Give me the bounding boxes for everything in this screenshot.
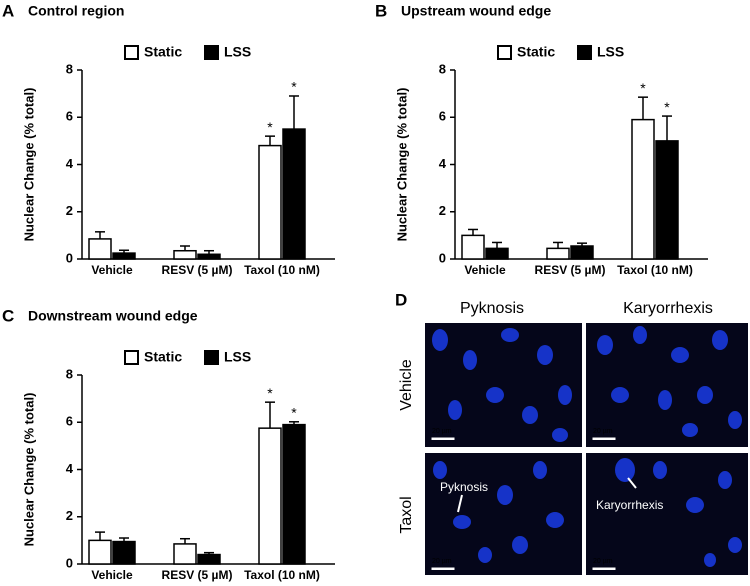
chart-title: Control region [28, 3, 124, 19]
y-tick-label: 2 [66, 203, 73, 218]
bar [88, 238, 112, 260]
chart-panel: B Upstream wound edge Nuclear Change (% to… [375, 1, 708, 277]
arrow [431, 437, 637, 570]
legend-swatch [124, 350, 139, 365]
row-header: Taxol [398, 496, 415, 533]
chart-title: Downstream wound edge [28, 308, 198, 324]
significance-marker: * [267, 119, 273, 135]
bar [282, 423, 306, 565]
x-tick-label: Vehicle [91, 263, 133, 277]
x-tick-label: Vehicle [91, 568, 133, 582]
y-tick-label: 0 [66, 555, 73, 570]
panel-label: B [375, 1, 387, 20]
x-tick-label: Taxol (10 nM) [244, 263, 320, 277]
legend-swatch [204, 350, 219, 365]
scale-bar-label: 20 µm [432, 428, 452, 435]
bar [112, 540, 136, 565]
y-tick-label: 8 [66, 61, 73, 76]
legend-label: LSS [224, 44, 251, 60]
significance-marker: * [664, 99, 670, 115]
significance-marker: * [291, 79, 297, 95]
panel-d: D Pyknosis Karyorrhexis Vehicle Taxol [395, 290, 748, 575]
legend-swatch [577, 45, 592, 60]
bar [88, 539, 112, 565]
bar [631, 118, 655, 260]
bar [258, 144, 282, 260]
y-tick-label: 4 [66, 461, 74, 476]
bar [485, 247, 509, 260]
y-tick-label: 2 [439, 203, 446, 218]
bar [461, 234, 485, 260]
bar [173, 249, 197, 260]
scale-bar-label: 20 µm [593, 428, 613, 435]
y-tick-label: 6 [66, 414, 73, 429]
legend-label: Static [144, 349, 182, 365]
micrograph [425, 323, 582, 447]
y-tick-label: 8 [439, 61, 446, 76]
bar [173, 543, 197, 565]
y-axis-label: Nuclear Change (% total) [394, 88, 409, 242]
y-tick-label: 4 [439, 156, 447, 171]
panel-label: D [395, 290, 407, 309]
y-tick-label: 6 [439, 109, 446, 124]
bar [570, 245, 594, 260]
x-tick-label: Taxol (10 nM) [244, 568, 320, 582]
chart-title: Upstream wound edge [401, 3, 551, 19]
legend-label: Static [517, 44, 555, 60]
x-tick-label: RESV (5 µM) [162, 263, 233, 277]
legend-label: Static [144, 44, 182, 60]
y-tick-label: 6 [66, 109, 73, 124]
bar [546, 247, 570, 260]
chart-panel: A Control region Nuclear Change (% total) 0… [2, 1, 335, 277]
bar [197, 553, 221, 565]
legend-label: LSS [224, 349, 251, 365]
x-tick-label: Vehicle [464, 263, 506, 277]
legend-label: LSS [597, 44, 624, 60]
column-header: Pyknosis [460, 300, 524, 317]
y-axis-label: Nuclear Change (% total) [21, 88, 36, 242]
micrograph [425, 453, 582, 575]
bar [655, 140, 679, 260]
legend-swatch [124, 45, 139, 60]
significance-marker: * [267, 385, 273, 401]
x-tick-label: RESV (5 µM) [535, 263, 606, 277]
column-header: Karyorrhexis [623, 300, 713, 317]
scale-bar-label: 20 µm [593, 558, 613, 565]
bar [197, 253, 221, 260]
micrograph [586, 323, 748, 447]
annotation: Pyknosis [440, 480, 488, 494]
scale-bars: 20 µm 20 µm 20 µm 20 µm [432, 428, 613, 565]
significance-marker: * [640, 80, 646, 96]
legend-swatch [204, 45, 219, 60]
panel-label: C [2, 306, 14, 325]
y-axis-label: Nuclear Change (% total) [21, 393, 36, 547]
legend-swatch [497, 45, 512, 60]
bar [112, 252, 136, 260]
y-tick-label: 2 [66, 508, 73, 523]
x-tick-label: RESV (5 µM) [162, 568, 233, 582]
micrograph [586, 453, 748, 575]
significance-marker: * [291, 404, 297, 420]
row-header: Vehicle [398, 359, 415, 411]
bar [258, 427, 282, 565]
chart-panel: C Downstream wound edge Nuclear Change (% … [2, 306, 335, 582]
y-tick-label: 8 [66, 366, 73, 381]
x-tick-label: Taxol (10 nM) [617, 263, 693, 277]
y-tick-label: 4 [66, 156, 74, 171]
y-tick-label: 0 [66, 250, 73, 265]
scale-bar-label: 20 µm [432, 558, 452, 565]
bar [282, 128, 306, 260]
annotation: Karyorrhexis [596, 498, 663, 512]
y-tick-label: 0 [439, 250, 446, 265]
panel-label: A [2, 1, 14, 20]
